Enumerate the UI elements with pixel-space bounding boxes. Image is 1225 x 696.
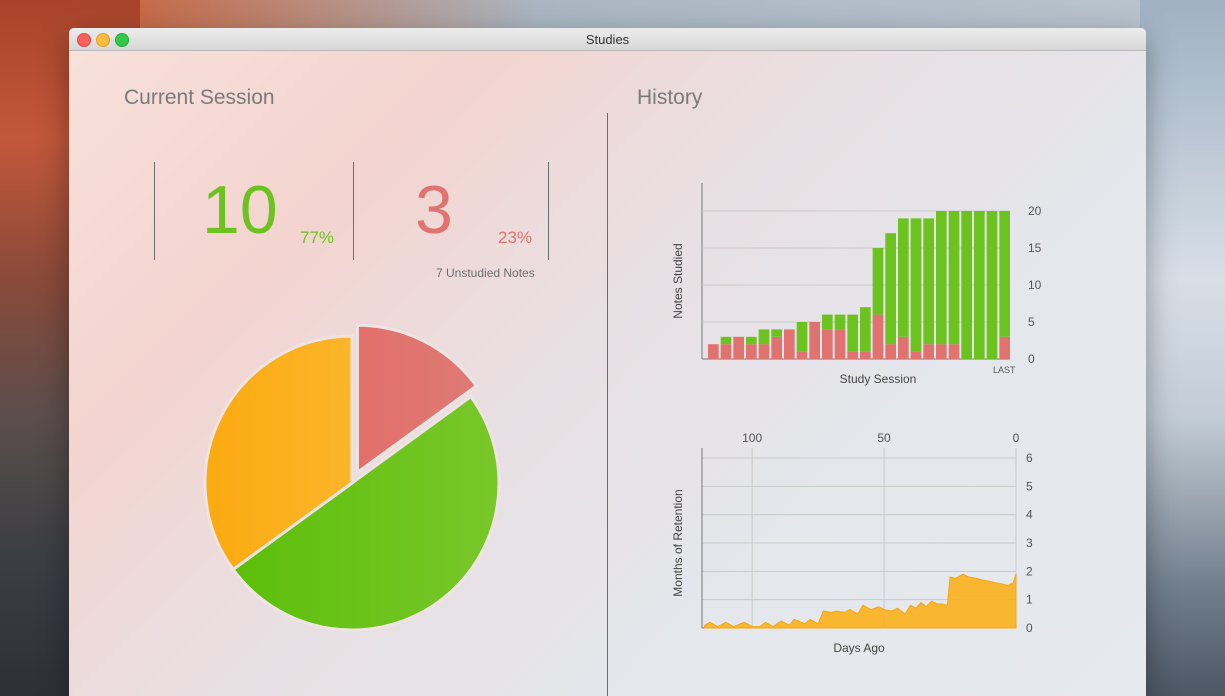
studies-window: Studies Current Session 10 77% 3 23% 7 U… — [69, 28, 1146, 696]
bar-incorrect — [860, 351, 871, 359]
bar-incorrect — [910, 351, 922, 359]
bar-correct — [999, 211, 1010, 337]
bar-correct — [872, 248, 884, 315]
close-button[interactable] — [77, 33, 91, 47]
retention-chart: 0 1 2 3 4 5 6 100 50 0 Days Ago Months of Retention — [671, 431, 1033, 655]
bar-correct — [720, 336, 732, 345]
area-y-tick-label: 6 — [1026, 451, 1033, 465]
bar-incorrect — [948, 344, 960, 359]
bar-incorrect — [936, 344, 947, 359]
bar-incorrect — [784, 329, 795, 359]
area-y-tick-label: 5 — [1026, 479, 1033, 493]
bar-incorrect — [720, 344, 732, 359]
bar-incorrect — [796, 351, 808, 359]
bar-correct — [746, 336, 757, 345]
section-divider — [607, 113, 608, 696]
incorrect-percent: 23% — [498, 228, 533, 247]
bar-correct — [898, 218, 909, 337]
bar-correct — [758, 329, 770, 345]
bar-incorrect — [834, 329, 846, 359]
area-x-tick-label: 0 — [1013, 431, 1020, 445]
area-y-tick-label: 1 — [1026, 593, 1033, 607]
desktop-wallpaper-right — [1140, 0, 1225, 696]
bar-x-axis-label: Study Session — [840, 372, 917, 386]
bar-correct — [822, 314, 833, 330]
bar-correct — [860, 307, 871, 352]
bar-correct — [771, 329, 782, 337]
bar-y-tick-label: 20 — [1028, 204, 1042, 218]
bar-incorrect — [758, 344, 770, 359]
bar-correct — [796, 322, 808, 352]
bar-correct — [910, 218, 922, 352]
pie-slice-incorrect — [355, 323, 479, 476]
bar-incorrect — [898, 336, 909, 359]
area-x-tick-label: 100 — [742, 431, 762, 445]
history-heading: History — [637, 86, 703, 109]
unstudied-notes-label: 7 Unstudied Notes — [436, 266, 535, 280]
bar-correct — [885, 233, 896, 345]
bar-correct — [834, 314, 846, 330]
bar-incorrect — [872, 314, 884, 359]
bar-incorrect — [771, 336, 782, 359]
bar-y-tick-label: 0 — [1028, 352, 1035, 366]
bar-incorrect — [746, 344, 757, 359]
desktop-wallpaper-top — [140, 0, 1140, 30]
bar-y-tick-label: 10 — [1028, 278, 1042, 292]
notes-studied-chart: 0 5 10 15 20 LAST Study Session Notes Studied — [671, 183, 1042, 386]
bar-incorrect — [847, 351, 858, 359]
area-y-tick-label: 2 — [1026, 564, 1033, 578]
bar-correct — [847, 314, 858, 352]
minimize-button[interactable] — [96, 33, 110, 47]
area-x-tick-label: 50 — [877, 431, 891, 445]
bar-incorrect — [708, 344, 719, 359]
session-pie-chart — [203, 323, 501, 632]
retention-area — [704, 573, 1017, 629]
stat-divider-right — [548, 162, 549, 260]
bar-y-tick-label: 5 — [1028, 315, 1035, 329]
bar-incorrect — [999, 336, 1010, 359]
pie-slice-correct — [230, 394, 501, 632]
bar-correct — [974, 211, 985, 359]
bar-incorrect — [822, 329, 833, 359]
area-y-axis-label: Months of Retention — [671, 489, 685, 596]
stat-divider-middle — [353, 162, 354, 260]
pie-slice-unstudied — [203, 334, 354, 572]
area-y-tick-label: 0 — [1026, 621, 1033, 635]
current-session-heading: Current Session — [124, 86, 275, 109]
incorrect-count: 3 — [415, 172, 453, 248]
area-y-tick-label: 4 — [1026, 508, 1033, 522]
zoom-button[interactable] — [115, 33, 129, 47]
correct-count: 10 — [202, 172, 278, 248]
correct-percent: 77% — [300, 228, 335, 247]
bar-incorrect — [733, 336, 744, 359]
bar-x-tick-last: LAST — [993, 365, 1016, 375]
bar-incorrect — [885, 344, 896, 359]
bar-correct — [986, 211, 998, 359]
title-bar[interactable]: Studies — [69, 28, 1146, 51]
bar-correct — [923, 218, 934, 345]
bar-y-tick-label: 15 — [1028, 241, 1042, 255]
window-title: Studies — [585, 32, 630, 47]
area-y-tick-label: 3 — [1026, 536, 1033, 550]
bar-incorrect — [923, 344, 934, 359]
area-x-axis-label: Days Ago — [833, 641, 885, 655]
bar-correct — [961, 211, 972, 359]
bar-correct — [948, 211, 960, 345]
bar-incorrect — [809, 322, 820, 359]
bar-correct — [936, 211, 947, 345]
bar-y-axis-label: Notes Studied — [671, 243, 685, 318]
stat-divider-left — [154, 162, 155, 260]
